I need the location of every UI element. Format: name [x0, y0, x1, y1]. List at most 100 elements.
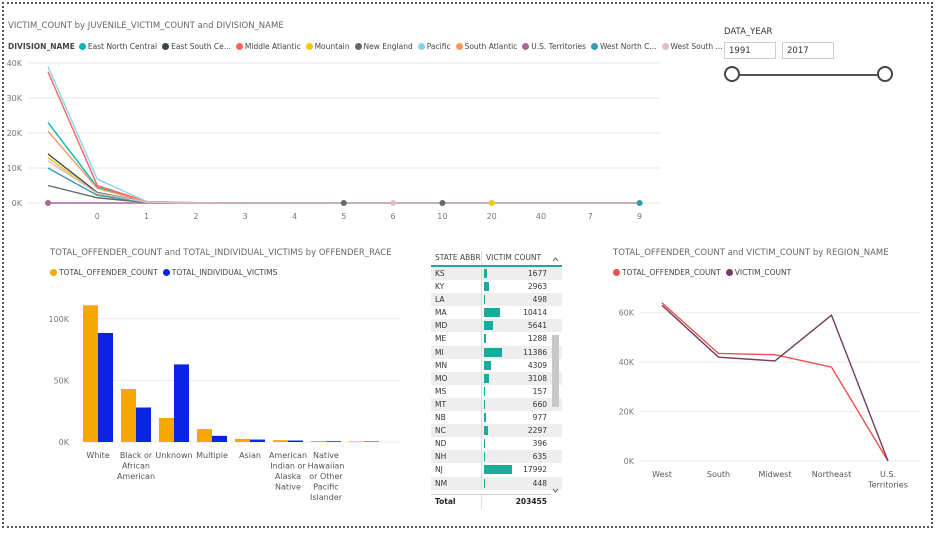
- table-row[interactable]: MS 157: [431, 384, 562, 398]
- table-row[interactable]: MO 3108: [431, 371, 562, 385]
- chart2-title: TOTAL_OFFENDER_COUNT and TOTAL_INDIVIDUA…: [50, 248, 392, 258]
- chart1-xtick-label: 1: [144, 212, 149, 221]
- chart1-legend-item[interactable]: U.S. Territories: [522, 42, 586, 51]
- chart1-legend-item[interactable]: West South ...: [661, 42, 723, 51]
- victim-count-cell: 5641: [481, 319, 551, 333]
- chart1-legend-label: Middle Atlantic: [244, 42, 301, 51]
- table-row[interactable]: NH 635: [431, 450, 562, 464]
- chart1-legend-item[interactable]: East North Central: [78, 42, 157, 51]
- year-slider-track[interactable]: [733, 74, 886, 76]
- chart2-bar: [136, 407, 151, 442]
- chart2-bar: [273, 440, 288, 442]
- table-row[interactable]: MD 5641: [431, 319, 562, 333]
- chart1-legend-title: DIVISION_NAME: [8, 42, 75, 51]
- chart1-line-chart[interactable]: 0K 10K 20K 30K 40K 0 1 2 3 4 5 6 10 20 40 7 9: [0, 55, 680, 225]
- report-canvas: [2, 2, 933, 528]
- victim-count-cell: 498: [481, 293, 551, 307]
- table-row[interactable]: KS 1677: [431, 267, 562, 281]
- victim-count-value: 157: [532, 386, 547, 396]
- chart2-bar: [235, 438, 250, 442]
- chart4-legend-item[interactable]: VICTIM_COUNT: [725, 268, 791, 277]
- scroll-down-icon: [552, 488, 559, 493]
- scroll-up-icon: [552, 257, 559, 262]
- chart2-legend-item[interactable]: TOTAL_OFFENDER_COUNT: [50, 268, 158, 277]
- chart4-ytick-label: 60K: [619, 309, 635, 318]
- data-bar: [484, 269, 487, 278]
- chart1-ytick-label: 20K: [7, 129, 23, 138]
- chart1-series-line: [47, 71, 640, 204]
- victim-count-value: 10414: [523, 308, 547, 318]
- chart1-legend-item[interactable]: South Atlantic: [455, 42, 518, 51]
- chart4-legend-label: TOTAL_OFFENDER_COUNT: [622, 268, 721, 277]
- data-bar: [484, 334, 486, 344]
- chart1-legend-label: South Atlantic: [464, 42, 518, 51]
- state-abbr-cell: MD: [435, 321, 448, 331]
- table-row[interactable]: LA 498: [431, 293, 562, 307]
- victim-count-cell: 2963: [481, 280, 551, 294]
- state-abbr-cell: ND: [435, 439, 447, 449]
- chart2-legend-item[interactable]: TOTAL_INDIVIDUAL_VICTIMS: [162, 268, 277, 277]
- total-value: 203455: [481, 495, 551, 509]
- chart4-legend-item[interactable]: TOTAL_OFFENDER_COUNT: [613, 268, 721, 277]
- victim-count-cell: 977: [481, 411, 551, 425]
- data-bar: [484, 452, 485, 462]
- table-row[interactable]: MI 11386: [431, 345, 562, 359]
- chart1-legend-dot: [590, 43, 598, 50]
- table-row[interactable]: ME 1288: [431, 332, 562, 346]
- year-slider-end-handle[interactable]: [877, 66, 893, 82]
- chart1-legend-item[interactable]: West North C...: [590, 42, 657, 51]
- chart1-title: VICTIM_COUNT by JUVENILE_VICTIM_COUNT an…: [8, 21, 284, 31]
- chart2-ytick-label: 50K: [54, 376, 70, 385]
- chart1-legend-item[interactable]: Middle Atlantic: [235, 42, 301, 51]
- chart2-bar: [197, 429, 212, 442]
- chart1-legend-dot: [305, 43, 313, 50]
- chart4-xtick-label: Midwest: [759, 470, 792, 479]
- chart1-xtick-label: 3: [243, 212, 248, 221]
- chart2-xtick-label: Black or African American: [117, 451, 155, 481]
- chart1-legend-item[interactable]: Mountain: [305, 42, 350, 51]
- table-row[interactable]: NB 977: [431, 411, 562, 425]
- table-total-row: Total 203455: [431, 494, 551, 509]
- year-slider-start-handle[interactable]: [724, 66, 740, 82]
- chart1-legend-item[interactable]: East South Ce...: [162, 42, 231, 51]
- data-bar: [484, 413, 486, 423]
- end-year-input[interactable]: 2017: [782, 42, 834, 59]
- data-bar: [484, 465, 512, 475]
- victim-count-cell: 448: [481, 476, 551, 490]
- victim-count-cell: 2297: [481, 424, 551, 438]
- data-bar: [484, 282, 489, 292]
- data-bar: [484, 478, 485, 488]
- victim-count-value: 498: [532, 295, 547, 305]
- table-row[interactable]: KY 2963: [431, 280, 562, 294]
- data-year-slicer-title: DATA_YEAR: [724, 27, 773, 37]
- chart2-bar-chart[interactable]: 0K 50K 100K White Black or African AmericanUnk…: [0, 280, 420, 510]
- victim-count-value: 1288: [527, 334, 547, 344]
- col-state-abbr[interactable]: STATE ABBR: [435, 253, 481, 262]
- state-abbr-cell: MO: [435, 373, 448, 383]
- chart1-legend-dot: [522, 43, 530, 50]
- table-row[interactable]: MT 660: [431, 397, 562, 412]
- col-victim-count[interactable]: VICTIM COUNT: [481, 251, 551, 265]
- chart1-legend-label: West North C...: [599, 42, 657, 51]
- scroll-thumb[interactable]: [552, 335, 559, 407]
- chart4-line-chart[interactable]: 0K 20K 40K 60K West South Midwest Northeast U.S.…: [600, 280, 930, 495]
- table-row[interactable]: NJ 17992: [431, 463, 562, 477]
- chart1-ytick-label: 30K: [7, 94, 23, 103]
- table-row[interactable]: MA 10414: [431, 306, 562, 320]
- chart2-xtick-label: Asian: [239, 451, 261, 460]
- table-scrollbar[interactable]: [551, 255, 560, 495]
- chart1-legend-item[interactable]: New England: [354, 42, 413, 51]
- chart1-xtick-label: 40: [536, 212, 546, 221]
- chart2-bar: [159, 417, 174, 442]
- table-row[interactable]: ND 396: [431, 437, 562, 451]
- chart1-legend-item[interactable]: Pacific: [417, 42, 451, 51]
- table-row[interactable]: NM 448: [431, 476, 562, 490]
- state-abbr-cell: ME: [435, 334, 447, 344]
- chart1-series-line: [47, 66, 640, 204]
- chart2-legend-label: TOTAL_OFFENDER_COUNT: [59, 268, 158, 277]
- start-year-input[interactable]: 1991: [724, 42, 776, 59]
- table-row[interactable]: NC 2297: [431, 424, 562, 438]
- chart4-series-line: [661, 302, 889, 462]
- chart1-xtick-label: 9: [637, 212, 642, 221]
- table-row[interactable]: MN 4309: [431, 358, 562, 372]
